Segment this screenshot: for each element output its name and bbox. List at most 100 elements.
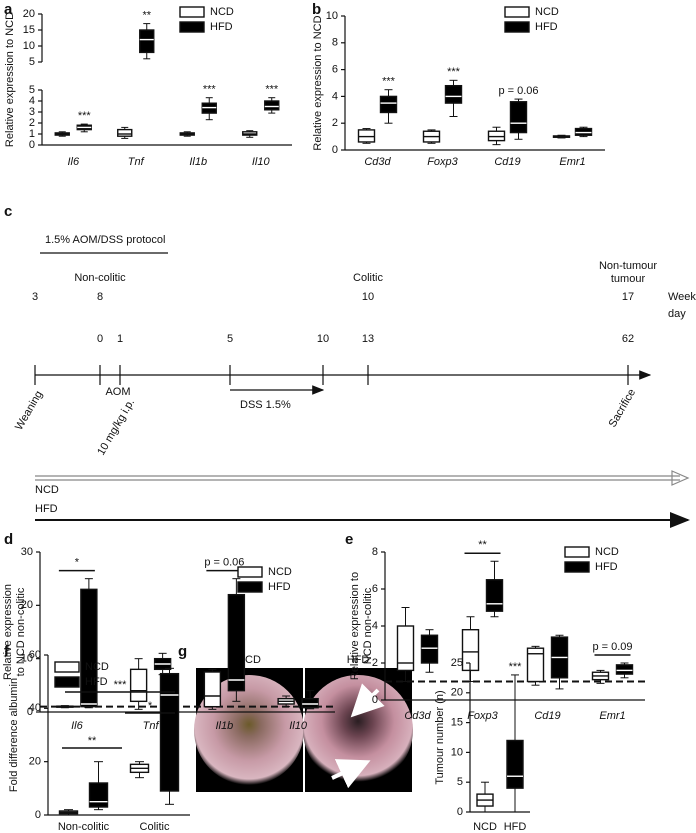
- y-axis-label: Relative expression to NCD: [312, 15, 324, 150]
- y-tick-label: 60: [29, 649, 41, 661]
- y-tick-label: 8: [332, 37, 338, 49]
- legend-label: NCD: [595, 546, 619, 558]
- tumour-arrow: [331, 759, 371, 789]
- y-tick-label: 5: [29, 84, 35, 96]
- significance-label: **: [478, 539, 487, 551]
- y-tick-label: 20: [451, 687, 463, 699]
- ncd-arrow: [35, 470, 690, 486]
- x-tick-label: Foxp3: [427, 156, 458, 168]
- box: [420, 634, 439, 664]
- significance-label: ***: [78, 110, 92, 122]
- panel-label: d: [4, 531, 13, 548]
- event-label: 10 mg/kg i.p.: [95, 397, 137, 458]
- x-tick-label: Tnf: [128, 156, 145, 168]
- box: [88, 782, 109, 808]
- y-tick-label: 4: [332, 90, 338, 102]
- box: [509, 101, 528, 134]
- week-label: 17: [622, 291, 634, 303]
- legend-label: NCD: [268, 566, 292, 578]
- box: [526, 647, 545, 683]
- box: [227, 593, 246, 692]
- x-tick-label: Il1b: [189, 156, 207, 168]
- y-axis-label: Relative expression: [2, 584, 14, 680]
- legend-swatch: [504, 6, 530, 18]
- significance-label: *: [148, 700, 153, 712]
- day-label: 5: [227, 333, 233, 345]
- significance-label: p = 0.09: [592, 641, 632, 653]
- week-label: 8: [97, 291, 103, 303]
- timeline-ticks: [34, 365, 629, 385]
- significance-label: ***: [203, 84, 217, 96]
- box: [159, 672, 180, 792]
- legend-label: HFD: [535, 21, 558, 33]
- stage-label: Colitic: [353, 272, 383, 284]
- y-tick-label: 0: [372, 694, 378, 706]
- event-label: Sacrifice: [607, 387, 638, 430]
- y-tick-label: 10: [21, 653, 33, 665]
- stage-label: Non-colitic: [74, 272, 126, 284]
- y-tick-label: 10: [23, 40, 35, 52]
- panel-label: c: [4, 203, 12, 220]
- y-tick-label: 2: [29, 117, 35, 129]
- y-tick-label: 0: [332, 144, 338, 156]
- stage-label: tumour: [611, 273, 646, 285]
- legend-label: HFD: [595, 561, 618, 573]
- x-tick-label: Emr1: [559, 156, 585, 168]
- legend-swatch: [237, 566, 263, 578]
- box: [139, 29, 155, 54]
- significance-label: p = 0.06: [498, 85, 538, 97]
- box: [485, 579, 504, 612]
- y-tick-label: 25: [451, 657, 463, 669]
- significance-label: ***: [114, 679, 128, 691]
- x-tick-label: Emr1: [599, 710, 625, 722]
- y-tick-label: 6: [332, 64, 338, 76]
- y-tick-label: 6: [372, 583, 378, 595]
- x-tick-label: Il6: [71, 720, 84, 732]
- y-tick-label: 20: [23, 8, 35, 20]
- y-tick-label: 0: [29, 139, 35, 151]
- x-tick-label: Colitic: [140, 821, 170, 833]
- box: [203, 671, 222, 708]
- y-tick-label: 40: [29, 702, 41, 714]
- box: [444, 84, 463, 104]
- x-tick-label: Il10: [252, 156, 271, 168]
- y-tick-label: 8: [372, 546, 378, 558]
- box: [506, 739, 524, 789]
- x-tick-label: Tnf: [143, 720, 160, 732]
- y-tick-label: 3: [29, 106, 35, 118]
- x-tick-label: Cd19: [494, 156, 520, 168]
- event-label: DSS 1.5%: [240, 399, 291, 411]
- y-tick-label: 4: [372, 620, 378, 632]
- significance-label: ***: [509, 661, 523, 673]
- protocol-title: 1.5% AOM/DSS protocol: [45, 234, 165, 246]
- y-tick-label: 15: [23, 24, 35, 36]
- y-tick-label: 1: [29, 128, 35, 140]
- significance-label: **: [142, 10, 151, 22]
- x-tick-label: Cd3d: [364, 156, 391, 168]
- panel-label: f: [4, 643, 10, 660]
- significance-label: **: [88, 735, 97, 747]
- y-tick-label: 2: [372, 657, 378, 669]
- y-tick-label: 0: [35, 809, 41, 821]
- x-tick-label: HFD: [504, 821, 527, 833]
- panel-label: g: [178, 643, 187, 660]
- y-axis-label: Fold difference albumin: [8, 678, 20, 792]
- y-axis-label: Relative expression to NCD: [4, 12, 16, 147]
- box: [396, 625, 415, 672]
- y-tick-label: 30: [21, 546, 33, 558]
- legend-swatch: [504, 21, 530, 33]
- box: [615, 664, 634, 675]
- day-label: 62: [622, 333, 634, 345]
- legend-label: HFD: [210, 21, 233, 33]
- y-axis-label: NCD non-colitic: [362, 587, 374, 664]
- y-tick-label: 15: [451, 717, 463, 729]
- y-tick-label: 5: [29, 56, 35, 68]
- legend-swatch: [179, 6, 205, 18]
- y-tick-label: 10: [451, 746, 463, 758]
- significance-label: *: [75, 557, 80, 569]
- panel-label: a: [4, 1, 13, 18]
- day-label: 0: [97, 333, 103, 345]
- x-tick-label: Il1b: [216, 720, 234, 732]
- legend-swatch: [54, 676, 80, 688]
